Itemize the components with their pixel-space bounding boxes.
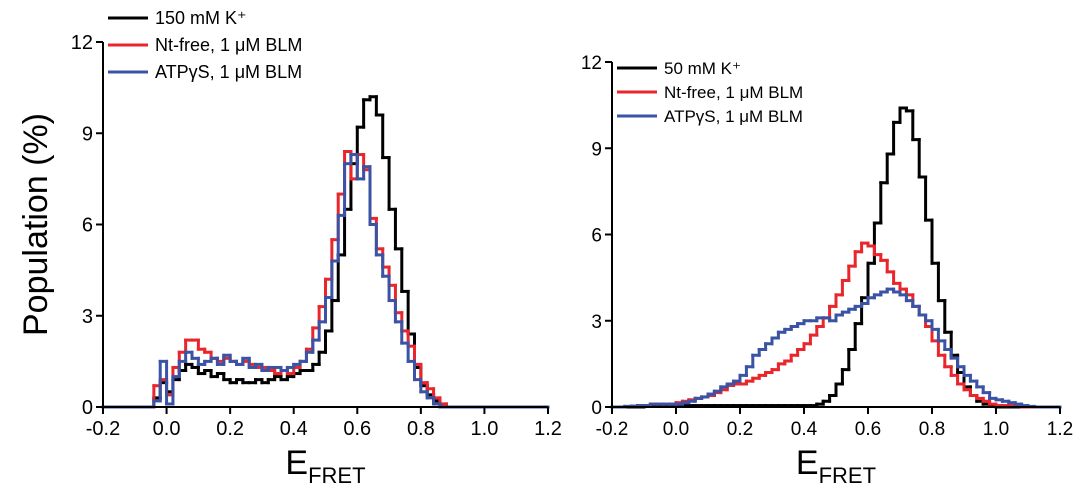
y-axis-label: Population (%)	[17, 113, 55, 336]
x-axis-label-subscript: FRET	[308, 463, 365, 488]
x-tick-label: 1.2	[1047, 419, 1073, 440]
x-tick-label: -0.2	[596, 419, 629, 440]
x-axis-label-subscript: FRET	[819, 463, 876, 488]
legend-label: ATPγS, 1 μM BLM	[155, 62, 302, 82]
x-tick-label: 1.2	[534, 418, 562, 440]
legend-label: Nt-free, 1 μM BLM	[155, 35, 302, 55]
x-axis-label-main: E	[796, 444, 819, 482]
series	[610, 106, 1062, 409]
x-tick-label: 0.4	[791, 419, 818, 440]
x-tick-label: 0.6	[343, 418, 371, 440]
x-tick-label: 0.2	[727, 419, 753, 440]
x-tick-label: 0.2	[216, 418, 244, 440]
x-axis-label-main: E	[285, 444, 308, 482]
y-tick-label: 0	[591, 398, 602, 419]
y-tick-label: 9	[591, 139, 602, 160]
y-tick-label: 12	[71, 32, 93, 54]
series	[610, 241, 1062, 409]
x-axis-label: EFRET	[285, 444, 365, 488]
y-tick-label: 9	[82, 123, 93, 145]
y-tick-label: 3	[591, 312, 602, 333]
x-tick-label: 0.0	[663, 419, 689, 440]
legend-label: 150 mM K⁺	[155, 8, 247, 28]
x-tick-label: -0.2	[86, 418, 120, 440]
x-tick-label: 0.0	[153, 418, 181, 440]
y-tick-label: 6	[591, 226, 602, 247]
y-tick-label: 3	[82, 306, 93, 328]
x-axis-label: EFRET	[796, 444, 876, 488]
x-tick-label: 0.8	[919, 419, 945, 440]
x-tick-label: 1.0	[983, 419, 1009, 440]
legend-label: ATPγS, 1 μM BLM	[664, 107, 803, 126]
y-tick-label: 12	[581, 53, 602, 74]
legend-label: 50 mM K⁺	[664, 59, 741, 78]
x-tick-label: 1.0	[471, 418, 499, 440]
y-tick-label: 0	[82, 397, 93, 419]
legend-label: Nt-free, 1 μM BLM	[664, 83, 803, 102]
series	[101, 95, 550, 409]
x-tick-label: 0.4	[280, 418, 308, 440]
series	[101, 150, 550, 409]
x-tick-label: 0.6	[855, 419, 881, 440]
x-tick-label: 0.8	[407, 418, 435, 440]
y-tick-label: 6	[82, 215, 93, 237]
